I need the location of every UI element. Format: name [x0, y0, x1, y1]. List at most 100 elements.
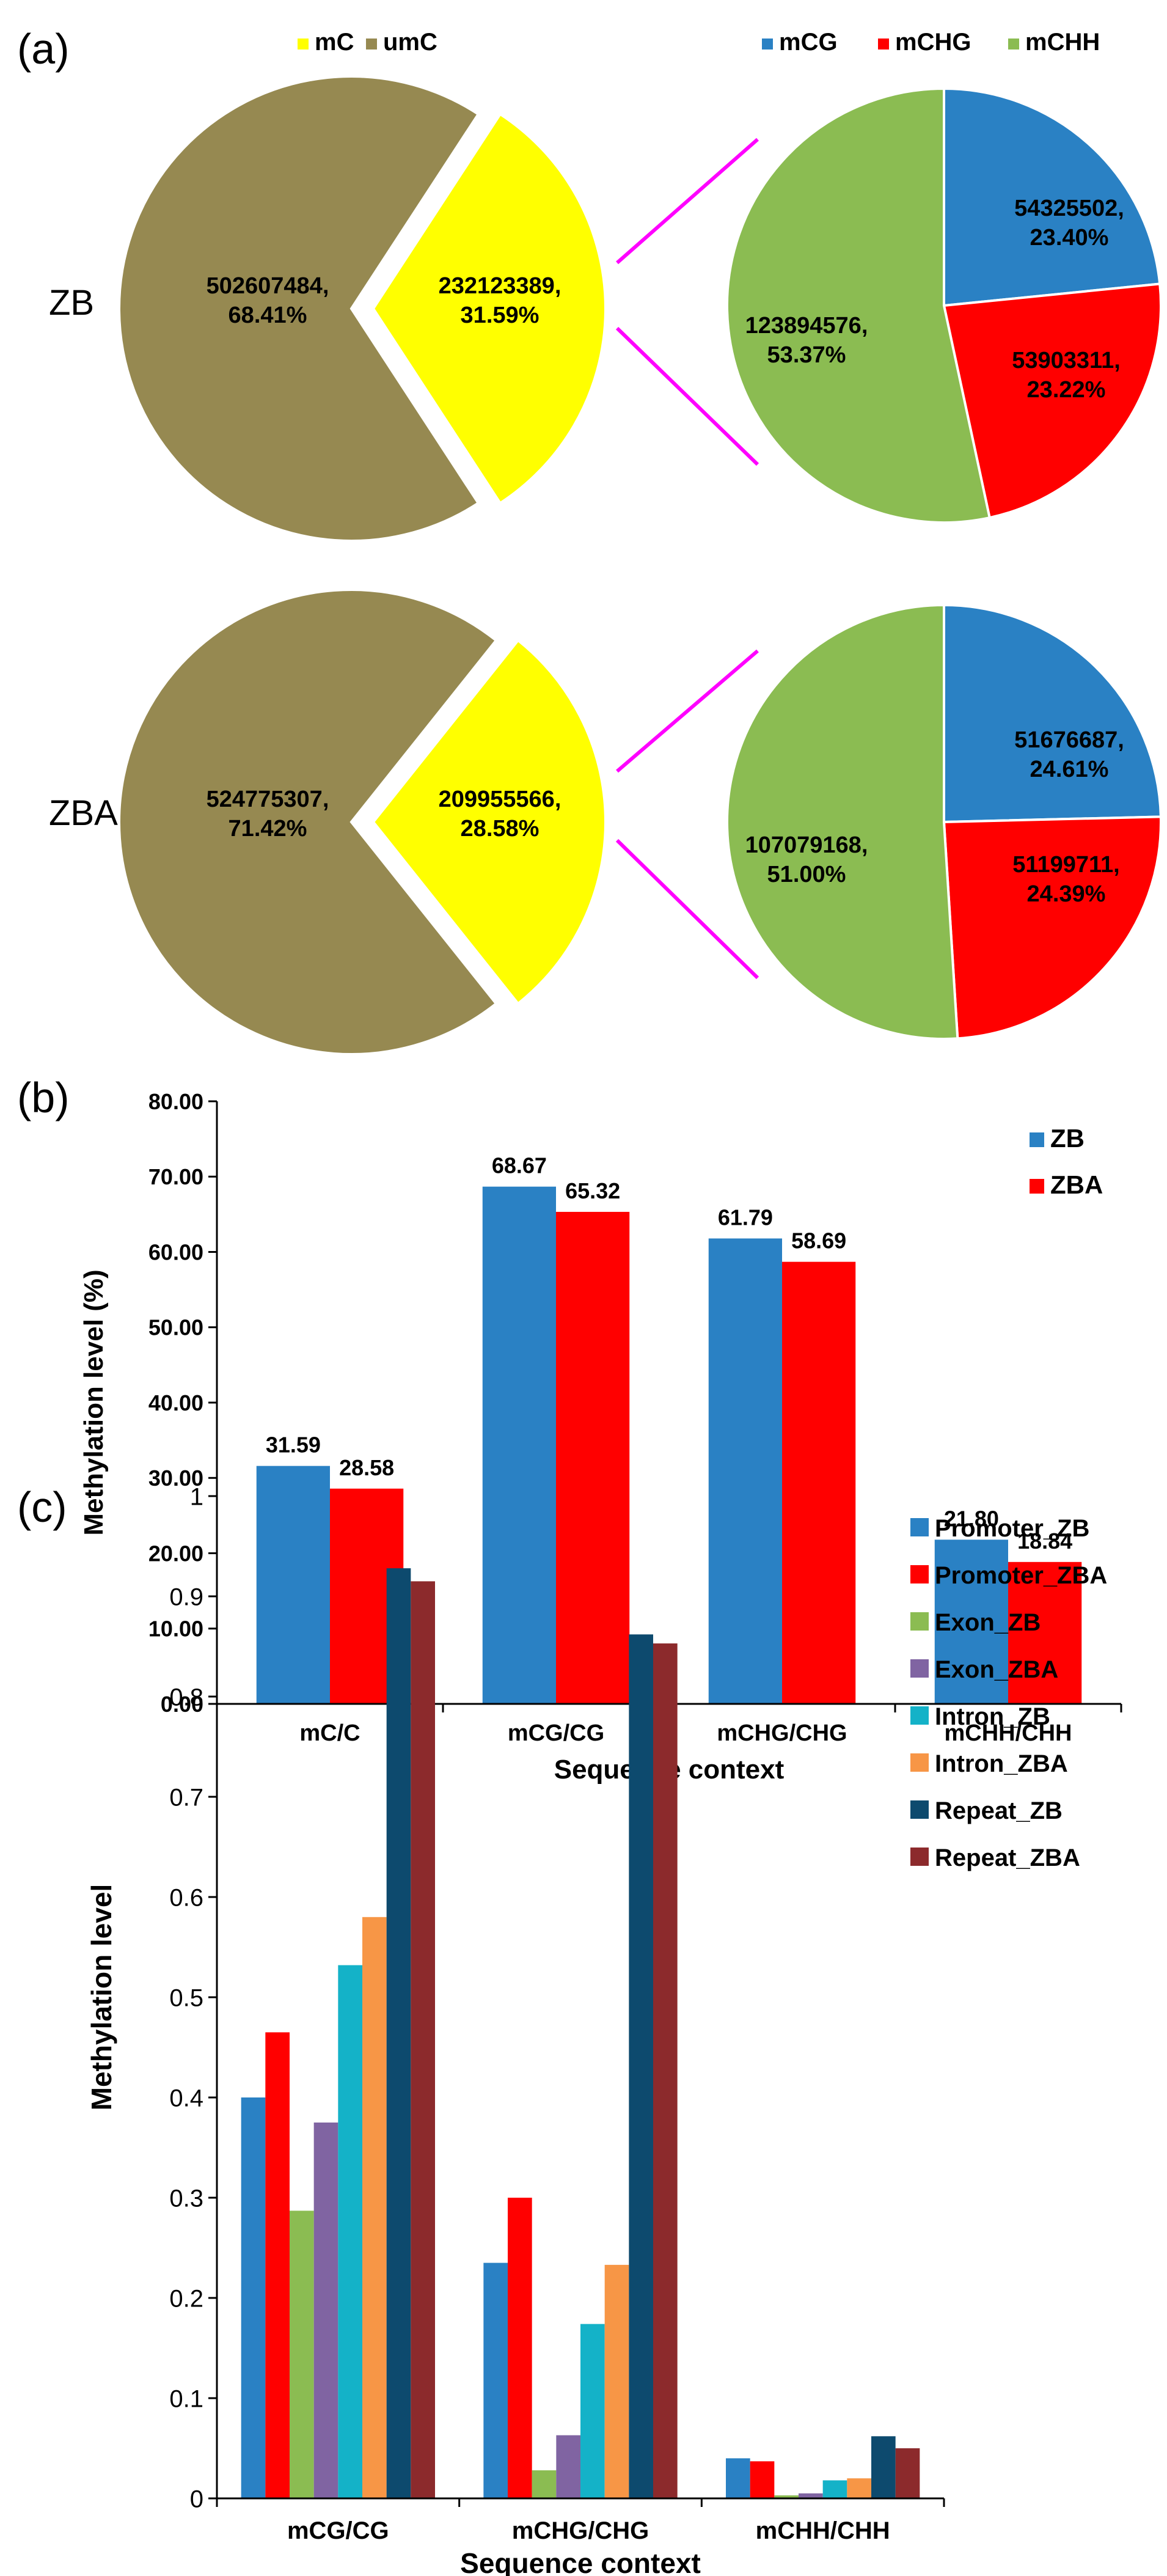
- y-tick-label: 60.00: [148, 1239, 203, 1264]
- x-tick-label-mc-c: mC/C: [299, 1720, 360, 1746]
- legend-label-zb: ZB: [1050, 1124, 1085, 1153]
- pie-slice-mcg: [943, 603, 1162, 824]
- pie-slice-mchg: [942, 815, 1162, 1040]
- legend-label-promoter-zb: Promoter_ZB: [935, 1515, 1089, 1542]
- legend-swatch-zba: [1030, 1179, 1044, 1194]
- y-tick-label: 0.8: [169, 1684, 203, 1711]
- y-tick-label: 0: [190, 2486, 203, 2512]
- bar-value-label: 18.84: [1017, 1528, 1072, 1554]
- x-tick-label-mchh-chh: mCHH/CHH: [945, 1720, 1072, 1746]
- y-tick-label: 0.7: [169, 1784, 203, 1811]
- legend-swatch-umc: [366, 39, 377, 50]
- pie-label-mchh: 107079168, 51.00%: [745, 832, 868, 887]
- legend-swatch-mchg: [878, 39, 889, 50]
- x-axis-title: Sequence context: [460, 2547, 701, 2576]
- y-axis-title: Methylation level (%): [79, 1269, 109, 1535]
- legend-label-exon-zb: Exon_ZB: [935, 1609, 1041, 1636]
- legend-swatch-intron-zba: [910, 1753, 929, 1772]
- y-tick-label: 0.2: [169, 2285, 203, 2312]
- bar-value-label: 21.80: [944, 1506, 999, 1531]
- pie-label-mcg: 51676687, 24.61%: [1014, 727, 1124, 782]
- y-tick-label: 30.00: [148, 1466, 203, 1491]
- legend-swatch-promoter-zb: [910, 1518, 929, 1536]
- y-tick-label: 0.6: [169, 1884, 203, 1911]
- pie-slice-mchh: [726, 87, 992, 524]
- row-label-zba: ZBA: [49, 793, 118, 833]
- legend-swatch-intron-zb: [910, 1706, 929, 1725]
- pie-label-mchg: 53903311, 23.22%: [1012, 348, 1121, 403]
- x-tick-label-mcg-cg: mCG/CG: [508, 1720, 604, 1746]
- bar-zba-mcg-cg: [556, 1211, 630, 1704]
- pie-legend-mc-umc: mC umC: [298, 29, 437, 56]
- legend-label-mcg: mCG: [779, 29, 838, 56]
- bar-zb-mchh-chh: [934, 1539, 1008, 1704]
- legend-label-intron-zb: Intron_ZB: [935, 1703, 1050, 1730]
- y-tick-label: 0.5: [169, 1984, 203, 2011]
- bar-promoter-zb-mchg-chg: [483, 2262, 508, 2498]
- legend-swatch-exon-zb: [910, 1612, 929, 1631]
- pie-slice-umc: [118, 75, 480, 542]
- legend-swatch-repeat-zb: [910, 1800, 929, 1819]
- pie-label-mcg: 54325502, 23.40%: [1014, 196, 1124, 251]
- legend-label-promoter-zba: Promoter_ZBA: [935, 1562, 1107, 1589]
- bar-repeat-zb-mchh-chh: [871, 2436, 896, 2498]
- bar-value-label: 28.58: [339, 1455, 394, 1480]
- y-tick-label: 20.00: [148, 1541, 203, 1566]
- pie-label-mc: 209955566, 28.58%: [439, 787, 562, 842]
- bar-value-label: 68.67: [492, 1153, 547, 1178]
- bar-exon-zb-mchh-chh: [774, 2495, 799, 2498]
- pie-slice-mc: [371, 112, 607, 505]
- bar-promoter-zb-mchh-chh: [726, 2458, 750, 2498]
- bar-exon-zba-mchh-chh: [799, 2493, 823, 2498]
- pie-zb-contexts: 54325502, 23.40% 53903311, 23.22% 123894576,…: [726, 87, 1162, 524]
- connector-line: [616, 649, 759, 773]
- legend-label-repeat-zba: Repeat_ZBA: [935, 1844, 1080, 1871]
- legend-label-exon-zba: Exon_ZBA: [935, 1656, 1058, 1683]
- legend-swatch-zb: [1030, 1132, 1044, 1147]
- pie-label-mc: 232123389, 31.59%: [439, 273, 562, 328]
- x-tick-label-mchh-chh: mCHH/CHH: [756, 2517, 890, 2544]
- panel-label-c: (c): [17, 1483, 67, 1531]
- panel-a-pie-charts: mC umC mCG mCHG mCHH ZB ZBA 232123389, 31.59…: [49, 29, 1162, 1055]
- bar-zba-mchh-chh: [1008, 1561, 1082, 1704]
- pie-zb-mc-umc: 232123389, 31.59% 502607484, 68.41%: [118, 75, 607, 542]
- bar-intron-zba-mcg-cg: [362, 1917, 387, 2498]
- x-tick-label-mcg-cg: mCG/CG: [287, 2517, 389, 2544]
- legend-label-intron-zba: Intron_ZBA: [935, 1750, 1068, 1777]
- panel-c-bar-chart: 0 0.1 0.2 0.3 0.4 0.5 0.6 0.7 0.8 0.9 1 mCG/CG mCHG/…: [86, 1483, 1107, 2576]
- y-tick-label: 50.00: [148, 1315, 203, 1340]
- y-tick-label: 40.00: [148, 1390, 203, 1415]
- x-tick-label-mchg-chg: mCHG/CHG: [512, 2517, 649, 2544]
- legend-label-zba: ZBA: [1050, 1170, 1103, 1199]
- bar-exon-zba-mchg-chg: [556, 2435, 580, 2498]
- panel-label-a: (a): [17, 25, 70, 73]
- y-tick-label: 0.9: [169, 1583, 203, 1610]
- legend-swatch-promoter-zba: [910, 1565, 929, 1583]
- bar-value-label: 58.69: [791, 1228, 846, 1253]
- legend-label-umc: umC: [383, 29, 437, 56]
- legend-swatch-mchh: [1008, 39, 1019, 50]
- bar-zba-mchg-chg: [782, 1261, 856, 1704]
- bar-promoter-zba-mchh-chh: [750, 2461, 775, 2498]
- x-tick-label-mchg-chg: mCHG/CHG: [717, 1720, 847, 1746]
- bar-repeat-zba-mcg-cg: [411, 1581, 435, 2498]
- row-label-zb: ZB: [49, 283, 94, 323]
- bar-value-label: 31.59: [266, 1433, 321, 1458]
- pie-slice-umc: [118, 589, 498, 1055]
- y-tick-label: 0.3: [169, 2185, 203, 2212]
- bar-zb-mchg-chg: [708, 1238, 782, 1704]
- bar-intron-zba-mchh-chh: [847, 2478, 871, 2498]
- pie-slice-mchh: [726, 603, 959, 1040]
- connector-line: [615, 326, 759, 466]
- bar-value-label: 61.79: [718, 1205, 773, 1230]
- bar-repeat-zb-mcg-cg: [386, 1568, 411, 2498]
- panel-label-b: (b): [17, 1074, 70, 1121]
- legend-label-repeat-zb: Repeat_ZB: [935, 1797, 1063, 1824]
- y-tick-label: 0.1: [169, 2385, 203, 2412]
- y-tick-label: 0.00: [161, 1692, 203, 1717]
- bar-value-label: 65.32: [565, 1178, 620, 1203]
- legend-label-mchg: mCHG: [895, 29, 971, 56]
- pie-label-mchg: 51199711, 24.39%: [1012, 852, 1119, 907]
- bar-exon-zb-mcg-cg: [290, 2211, 314, 2498]
